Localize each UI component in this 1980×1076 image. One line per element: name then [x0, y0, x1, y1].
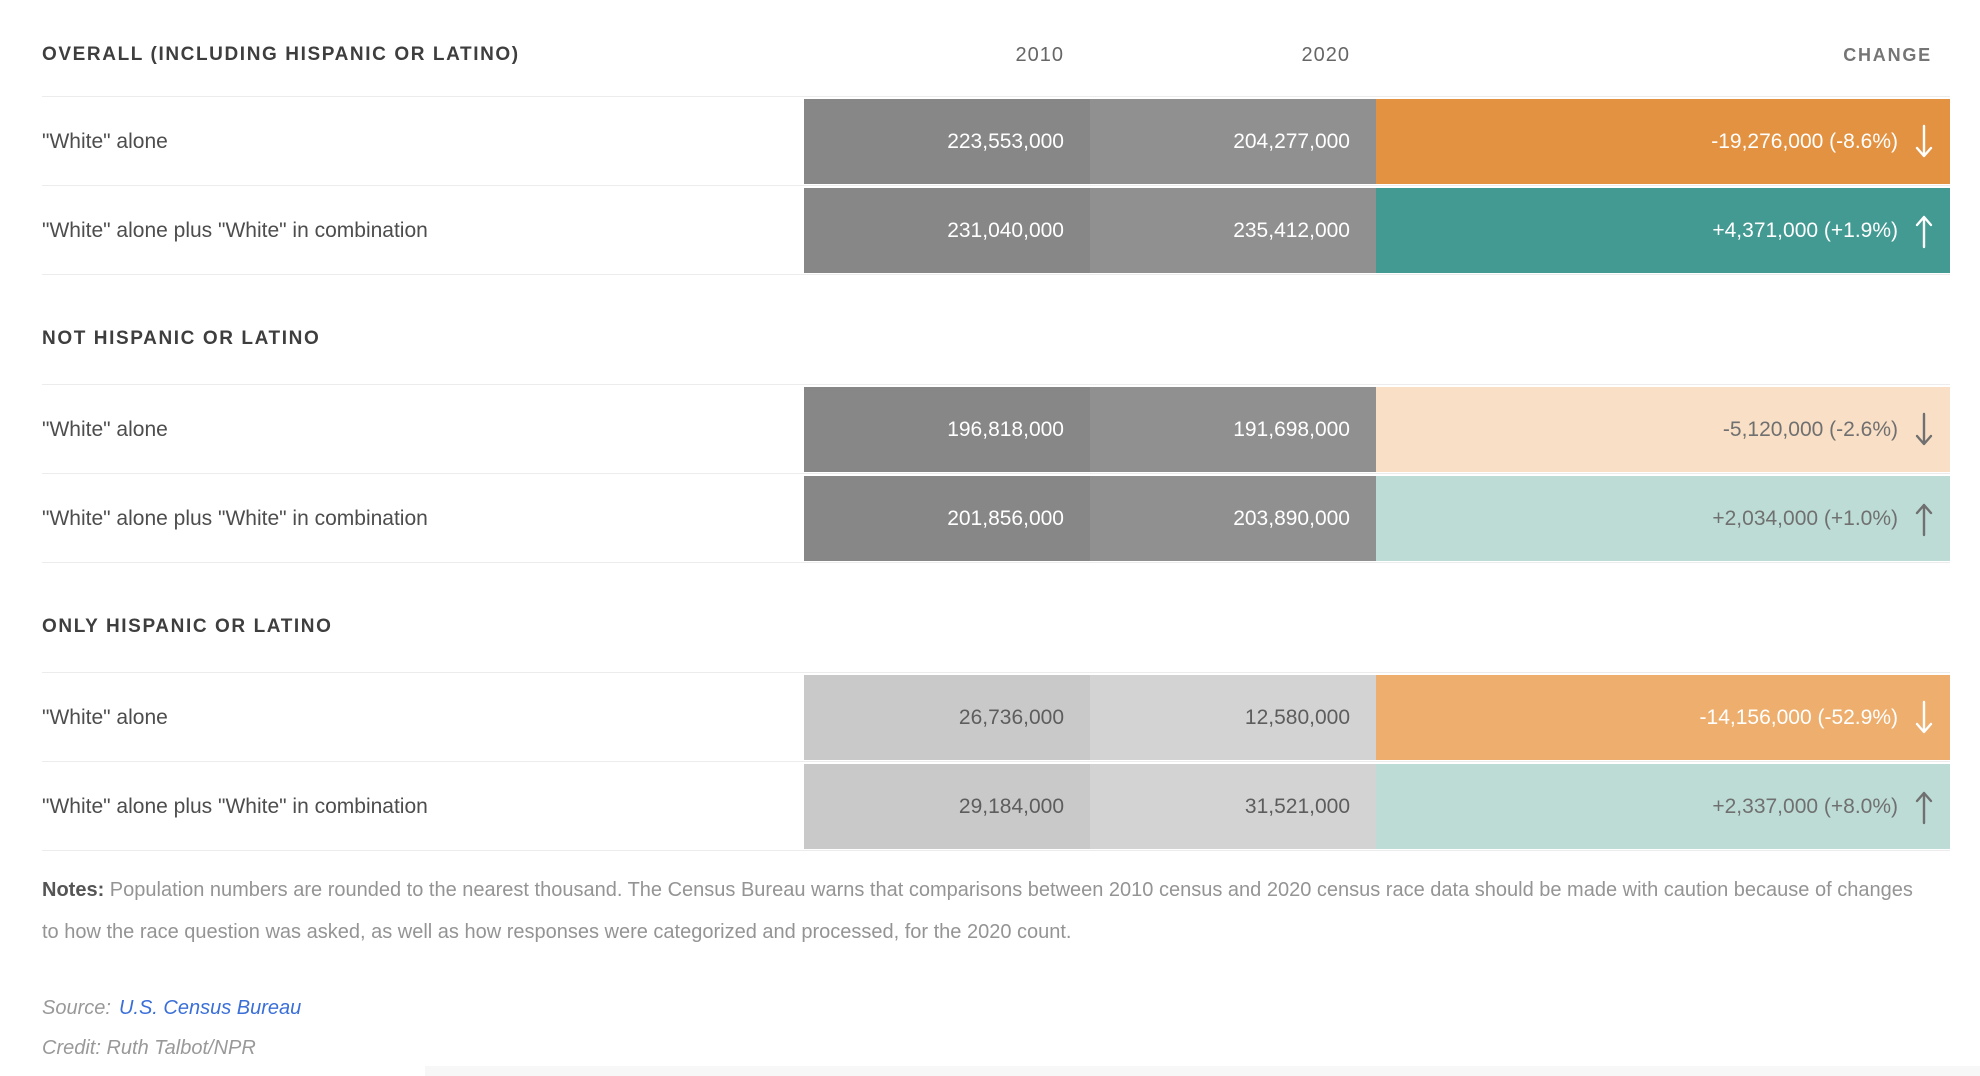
- notes-text: Notes: Population numbers are rounded to…: [42, 879, 1913, 943]
- arrow-up-icon: [1915, 791, 1933, 824]
- row-label: "White" alone plus "White" in combinatio…: [42, 764, 804, 849]
- value-2020: 203,890,000: [1090, 476, 1376, 561]
- row-label: "White" alone: [42, 387, 804, 472]
- section-title-only-hispanic: ONLY HISPANIC OR LATINO: [42, 616, 333, 637]
- value-2010: 29,184,000: [804, 764, 1090, 849]
- value-2010: 223,553,000: [804, 99, 1090, 184]
- change-cell: -14,156,000 (-52.9%): [1376, 675, 1950, 760]
- arrow-up-icon: [1915, 215, 1933, 248]
- value-2010: 196,818,000: [804, 387, 1090, 472]
- table-row: "White" alone plus "White" in combinatio…: [42, 761, 1950, 850]
- column-header-2020: 2020: [1301, 43, 1350, 66]
- section-only-hispanic-rows: "White" alone 26,736,000 12,580,000 -14,…: [42, 672, 1950, 851]
- section-title-overall: OVERALL (INCLUDING HISPANIC OR LATINO): [42, 44, 520, 65]
- arrow-up-icon: [1915, 503, 1933, 536]
- change-value: -5,120,000 (-2.6%): [1722, 417, 1898, 441]
- value-2010: 201,856,000: [804, 476, 1090, 561]
- row-label: "White" alone plus "White" in combinatio…: [42, 476, 804, 561]
- change-value: -14,156,000 (-52.9%): [1699, 705, 1898, 729]
- change-value: +2,034,000 (+1.0%): [1712, 506, 1898, 530]
- value-2010: 231,040,000: [804, 188, 1090, 273]
- row-label: "White" alone: [42, 99, 804, 184]
- section-not-hispanic-rows: "White" alone 196,818,000 191,698,000 -5…: [42, 384, 1950, 563]
- table-row: "White" alone plus "White" in combinatio…: [42, 473, 1950, 562]
- arrow-down-icon: [1915, 124, 1933, 157]
- notes-label: Notes:: [42, 879, 105, 901]
- change-value: +4,371,000 (+1.9%): [1712, 218, 1898, 242]
- change-cell: +4,371,000 (+1.9%): [1376, 188, 1950, 273]
- credit-line: Credit: Ruth Talbot/NPR: [42, 1036, 256, 1059]
- bottom-divider: [425, 1066, 1980, 1076]
- change-value: +2,337,000 (+8.0%): [1712, 794, 1898, 818]
- value-2010: 26,736,000: [804, 675, 1090, 760]
- section-overall-rows: "White" alone 223,553,000 204,277,000 -1…: [42, 96, 1950, 275]
- section-title-not-hispanic: NOT HISPANIC OR LATINO: [42, 328, 321, 349]
- column-header-change: CHANGE: [1843, 44, 1932, 65]
- value-2020: 31,521,000: [1090, 764, 1376, 849]
- column-header-2010: 2010: [1015, 43, 1064, 66]
- arrow-down-icon: [1915, 412, 1933, 445]
- value-2020: 191,698,000: [1090, 387, 1376, 472]
- change-value: -19,276,000 (-8.6%): [1711, 129, 1898, 153]
- source-link[interactable]: U.S. Census Bureau: [118, 996, 302, 1019]
- change-cell: +2,034,000 (+1.0%): [1376, 476, 1950, 561]
- change-cell: +2,337,000 (+8.0%): [1376, 764, 1950, 849]
- table-row: "White" alone 196,818,000 191,698,000 -5…: [42, 384, 1950, 473]
- change-cell: -5,120,000 (-2.6%): [1376, 387, 1950, 472]
- table-row: "White" alone 26,736,000 12,580,000 -14,…: [42, 672, 1950, 761]
- source-label: Source:: [42, 996, 111, 1019]
- table-row: "White" alone plus "White" in combinatio…: [42, 185, 1950, 274]
- table-row: "White" alone 223,553,000 204,277,000 -1…: [42, 96, 1950, 185]
- row-label: "White" alone: [42, 675, 804, 760]
- table-header-row: OVERALL (INCLUDING HISPANIC OR LATINO) 2…: [42, 40, 1950, 70]
- value-2020: 235,412,000: [1090, 188, 1376, 273]
- source-line: Source: U.S. Census Bureau: [42, 993, 1950, 1023]
- census-table: OVERALL (INCLUDING HISPANIC OR LATINO) 2…: [42, 0, 1950, 1063]
- value-2020: 12,580,000: [1090, 675, 1376, 760]
- arrow-down-icon: [1915, 700, 1933, 733]
- value-2020: 204,277,000: [1090, 99, 1376, 184]
- row-label: "White" alone plus "White" in combinatio…: [42, 188, 804, 273]
- change-cell: -19,276,000 (-8.6%): [1376, 99, 1950, 184]
